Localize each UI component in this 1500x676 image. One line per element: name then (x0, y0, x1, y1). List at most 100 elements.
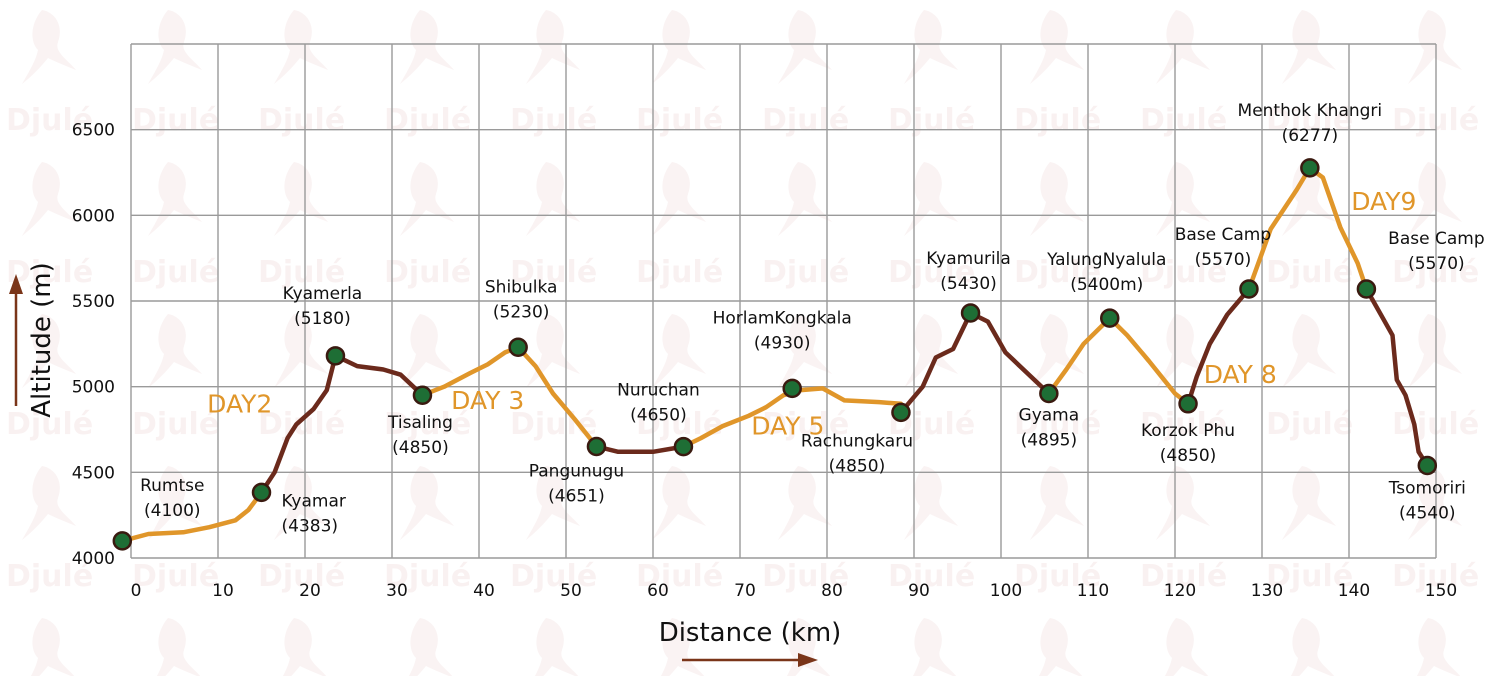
waypoint-name: Kyamurila (926, 249, 1011, 269)
waypoint-elevation: (5430) (940, 274, 997, 294)
waypoint-labels: Rumtse (4100) Kyamar (4383) Kyamerla (5180) Ti… (140, 101, 1485, 537)
x-tick-label: 10 (212, 581, 234, 601)
waypoint-name: Tsomoriri (1388, 478, 1466, 498)
y-tick-label: 4000 (72, 549, 115, 569)
waypoint-name: Menthok Khangri (1238, 101, 1383, 121)
waypoint-marker (960, 303, 981, 323)
waypoint-marker (112, 531, 133, 551)
y-axis-title: Altitude (m) (27, 262, 57, 417)
waypoint-name: Rachungkaru (801, 431, 913, 451)
x-tick-label: 130 (1251, 581, 1283, 601)
x-tick-label: 120 (1164, 581, 1196, 601)
waypoint-name: Kyamar (282, 491, 346, 511)
waypoint-name: Korzok Phu (1141, 421, 1235, 441)
waypoint-name: Gyama (1019, 406, 1080, 426)
x-tick-label: 80 (821, 581, 843, 601)
waypoint-marker (891, 402, 911, 423)
x-tick-label: 90 (908, 581, 930, 601)
grid (130, 43, 1437, 559)
x-tick-label: 110 (1077, 581, 1109, 601)
elevation-segment (333, 353, 425, 398)
y-tick-label: 5500 (72, 292, 115, 312)
waypoint-marker (1417, 455, 1438, 476)
x-tick-label: 60 (647, 581, 669, 601)
elevation-segment (1046, 315, 1191, 407)
waypoint-markers (112, 158, 1438, 551)
waypoint-elevation: (4100) (144, 501, 201, 521)
day-labels: DAY2 DAY 3 DAY 5 DAY 8 DAY9 (207, 187, 1416, 440)
waypoint-name: Base Camp (1175, 225, 1271, 245)
waypoint-marker (782, 378, 802, 399)
waypoint-name: Rumtse (140, 476, 204, 496)
y-tick-label: 4500 (72, 463, 115, 483)
elevation-segment (1185, 286, 1252, 407)
x-tick-label: 150 (1425, 581, 1457, 601)
waypoint-elevation: (4850) (392, 438, 449, 458)
waypoint-name: Nuruchan (617, 381, 700, 401)
x-tick-label: 70 (734, 581, 756, 601)
waypoint-marker (586, 436, 607, 457)
elevation-segment (594, 444, 686, 455)
waypoint-elevation: (6277) (1282, 126, 1339, 146)
waypoint-name: YalungNyalula (1046, 250, 1166, 270)
x-tick-label: 40 (473, 581, 495, 601)
x-tick-label: 50 (560, 581, 582, 601)
waypoint-marker (673, 436, 694, 457)
waypoint-name: Kyamerla (283, 284, 363, 304)
y-axis-arrow (9, 274, 23, 406)
y-axis-ticks: 4000 4500 5000 5500 6000 6500 (72, 121, 115, 569)
day-label: DAY 5 (751, 412, 824, 441)
waypoint-marker (1239, 279, 1259, 299)
y-tick-label: 6500 (72, 121, 115, 141)
x-tick-label: 140 (1338, 581, 1370, 601)
elevation-segment (681, 386, 904, 449)
waypoint-elevation: (4540) (1399, 503, 1456, 523)
elevation-segment (515, 345, 599, 449)
waypoint-marker (325, 346, 346, 366)
waypoint-elevation: (4895) (1021, 431, 1078, 451)
elevation-line (120, 165, 1430, 544)
y-tick-label: 6000 (72, 206, 115, 226)
waypoint-elevation: (5570) (1195, 250, 1252, 270)
elevation-segment (420, 345, 521, 398)
waypoint-marker (1300, 158, 1320, 178)
waypoint-marker (508, 337, 528, 358)
waypoint-elevation: (4651) (548, 486, 605, 506)
waypoint-elevation: (5230) (493, 302, 550, 322)
waypoint-name: Base Camp (1388, 229, 1484, 249)
waypoint-marker (251, 482, 272, 503)
waypoint-elevation: (5400m) (1070, 275, 1143, 295)
y-tick-label: 5000 (72, 378, 115, 398)
elevation-segment (1364, 286, 1430, 468)
waypoint-marker (1100, 308, 1120, 328)
day-label: DAY2 (207, 389, 272, 418)
waypoint-marker (1356, 279, 1377, 299)
waypoint-elevation: (4850) (1160, 446, 1217, 466)
elevation-segment (120, 490, 264, 544)
x-tick-label: 30 (386, 581, 408, 601)
waypoint-elevation: (5570) (1408, 254, 1465, 274)
waypoint-marker (1039, 383, 1059, 404)
x-axis-title: Distance (km) (659, 618, 842, 648)
waypoint-name: Pangunugu (529, 461, 624, 481)
waypoint-name: Tisaling (387, 413, 453, 433)
waypoint-name: HorlamKongkala (713, 308, 852, 328)
waypoint-elevation: (4650) (630, 406, 687, 426)
x-tick-label: 0 (131, 581, 142, 601)
elevation-segment (259, 353, 338, 495)
waypoint-elevation: (4850) (829, 456, 886, 476)
x-axis-ticks: 0 10 20 30 40 50 60 70 80 90 100 110 120 130 140 150 (131, 581, 1458, 601)
waypoint-marker (412, 385, 433, 405)
waypoint-elevation: (5180) (294, 309, 351, 329)
day-label: DAY 8 (1204, 360, 1277, 389)
x-tick-label: 20 (299, 581, 321, 601)
x-axis-arrow (682, 653, 818, 667)
x-tick-label: 100 (990, 581, 1022, 601)
waypoint-elevation: (4930) (754, 333, 811, 353)
waypoint-marker (1178, 394, 1198, 414)
waypoint-name: Shibulka (485, 277, 558, 297)
waypoint-elevation: (4383) (282, 516, 339, 536)
day-label: DAY 3 (451, 386, 524, 415)
